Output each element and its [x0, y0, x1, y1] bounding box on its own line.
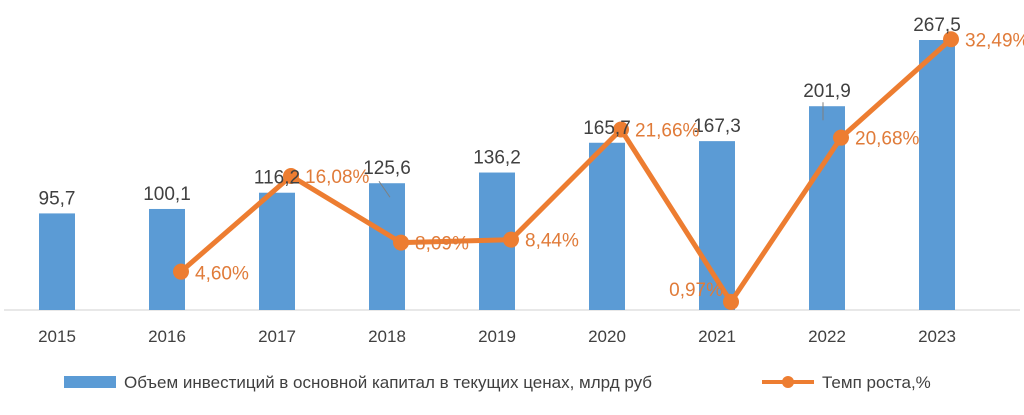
x-tick-2017: 2017	[258, 327, 296, 346]
growth-point-2016	[173, 263, 189, 280]
bar-label-2022: 201,9	[803, 81, 851, 102]
bar-data-labels: 95,7 100,1 116,2 125,6 136,2 165,7 167,3 201,9 2…	[39, 15, 961, 209]
x-tick-2023: 2023	[918, 327, 956, 346]
growth-point-2021	[723, 293, 739, 310]
growth-label-2020: 21,66%	[635, 121, 700, 142]
bar-label-2019: 136,2	[473, 148, 521, 169]
growth-point-2022	[833, 129, 849, 146]
x-tick-2022: 2022	[808, 327, 846, 346]
growth-point-2017	[283, 168, 299, 184]
bar-2023	[919, 40, 955, 310]
x-tick-2020: 2020	[588, 327, 626, 346]
bar-label-2018: 125,6	[363, 158, 411, 179]
legend: Объем инвестиций в основной капитал в те…	[64, 373, 931, 392]
growth-rate-line	[179, 37, 953, 305]
growth-label-2017: 16,08%	[305, 167, 370, 188]
growth-point-2023	[943, 31, 959, 48]
legend-bar-label: Объем инвестиций в основной капитал в те…	[124, 373, 652, 392]
legend-bar-swatch	[64, 376, 116, 388]
bar-label-2016: 100,1	[143, 184, 191, 205]
legend-line-marker	[782, 376, 794, 388]
x-tick-2015: 2015	[38, 327, 76, 346]
growth-point-2020	[613, 121, 629, 138]
bar-label-2023: 267,5	[913, 15, 961, 36]
bar-label-2021: 167,3	[693, 116, 741, 137]
line-data-labels: 4,60% 16,08% 8,09% 8,44% 21,66% 0,97% 20,68% 32…	[195, 30, 1024, 301]
growth-point-2019	[503, 231, 519, 248]
growth-label-2018: 8,09%	[415, 234, 469, 255]
x-tick-2019: 2019	[478, 327, 516, 346]
leader-line-2018	[378, 180, 391, 198]
bar-2020	[589, 142, 625, 310]
bar-label-2017: 116,2	[254, 168, 300, 189]
x-tick-2021: 2021	[698, 327, 736, 346]
x-tick-2016: 2016	[148, 327, 186, 346]
x-axis-tick-labels: 2015 2016 2017 2018 2019 2020 2021 2022 2023	[38, 327, 956, 346]
growth-label-2022: 20,68%	[855, 129, 920, 150]
growth-label-2019: 8,44%	[525, 231, 579, 252]
x-tick-2018: 2018	[368, 327, 406, 346]
bar-2016	[149, 208, 185, 310]
growth-label-2023: 32,49%	[965, 30, 1024, 51]
line-series	[173, 31, 959, 310]
growth-label-2021: 0,97%	[669, 280, 723, 301]
bar-2017	[259, 192, 295, 310]
bar-label-2020: 165,7	[583, 118, 631, 139]
growth-point-2018	[393, 234, 409, 251]
bar-2015	[39, 213, 75, 310]
legend-line-label: Темп роста,%	[822, 373, 931, 392]
bar-label-2015: 95,7	[39, 188, 76, 209]
growth-label-2016: 4,60%	[195, 264, 249, 285]
